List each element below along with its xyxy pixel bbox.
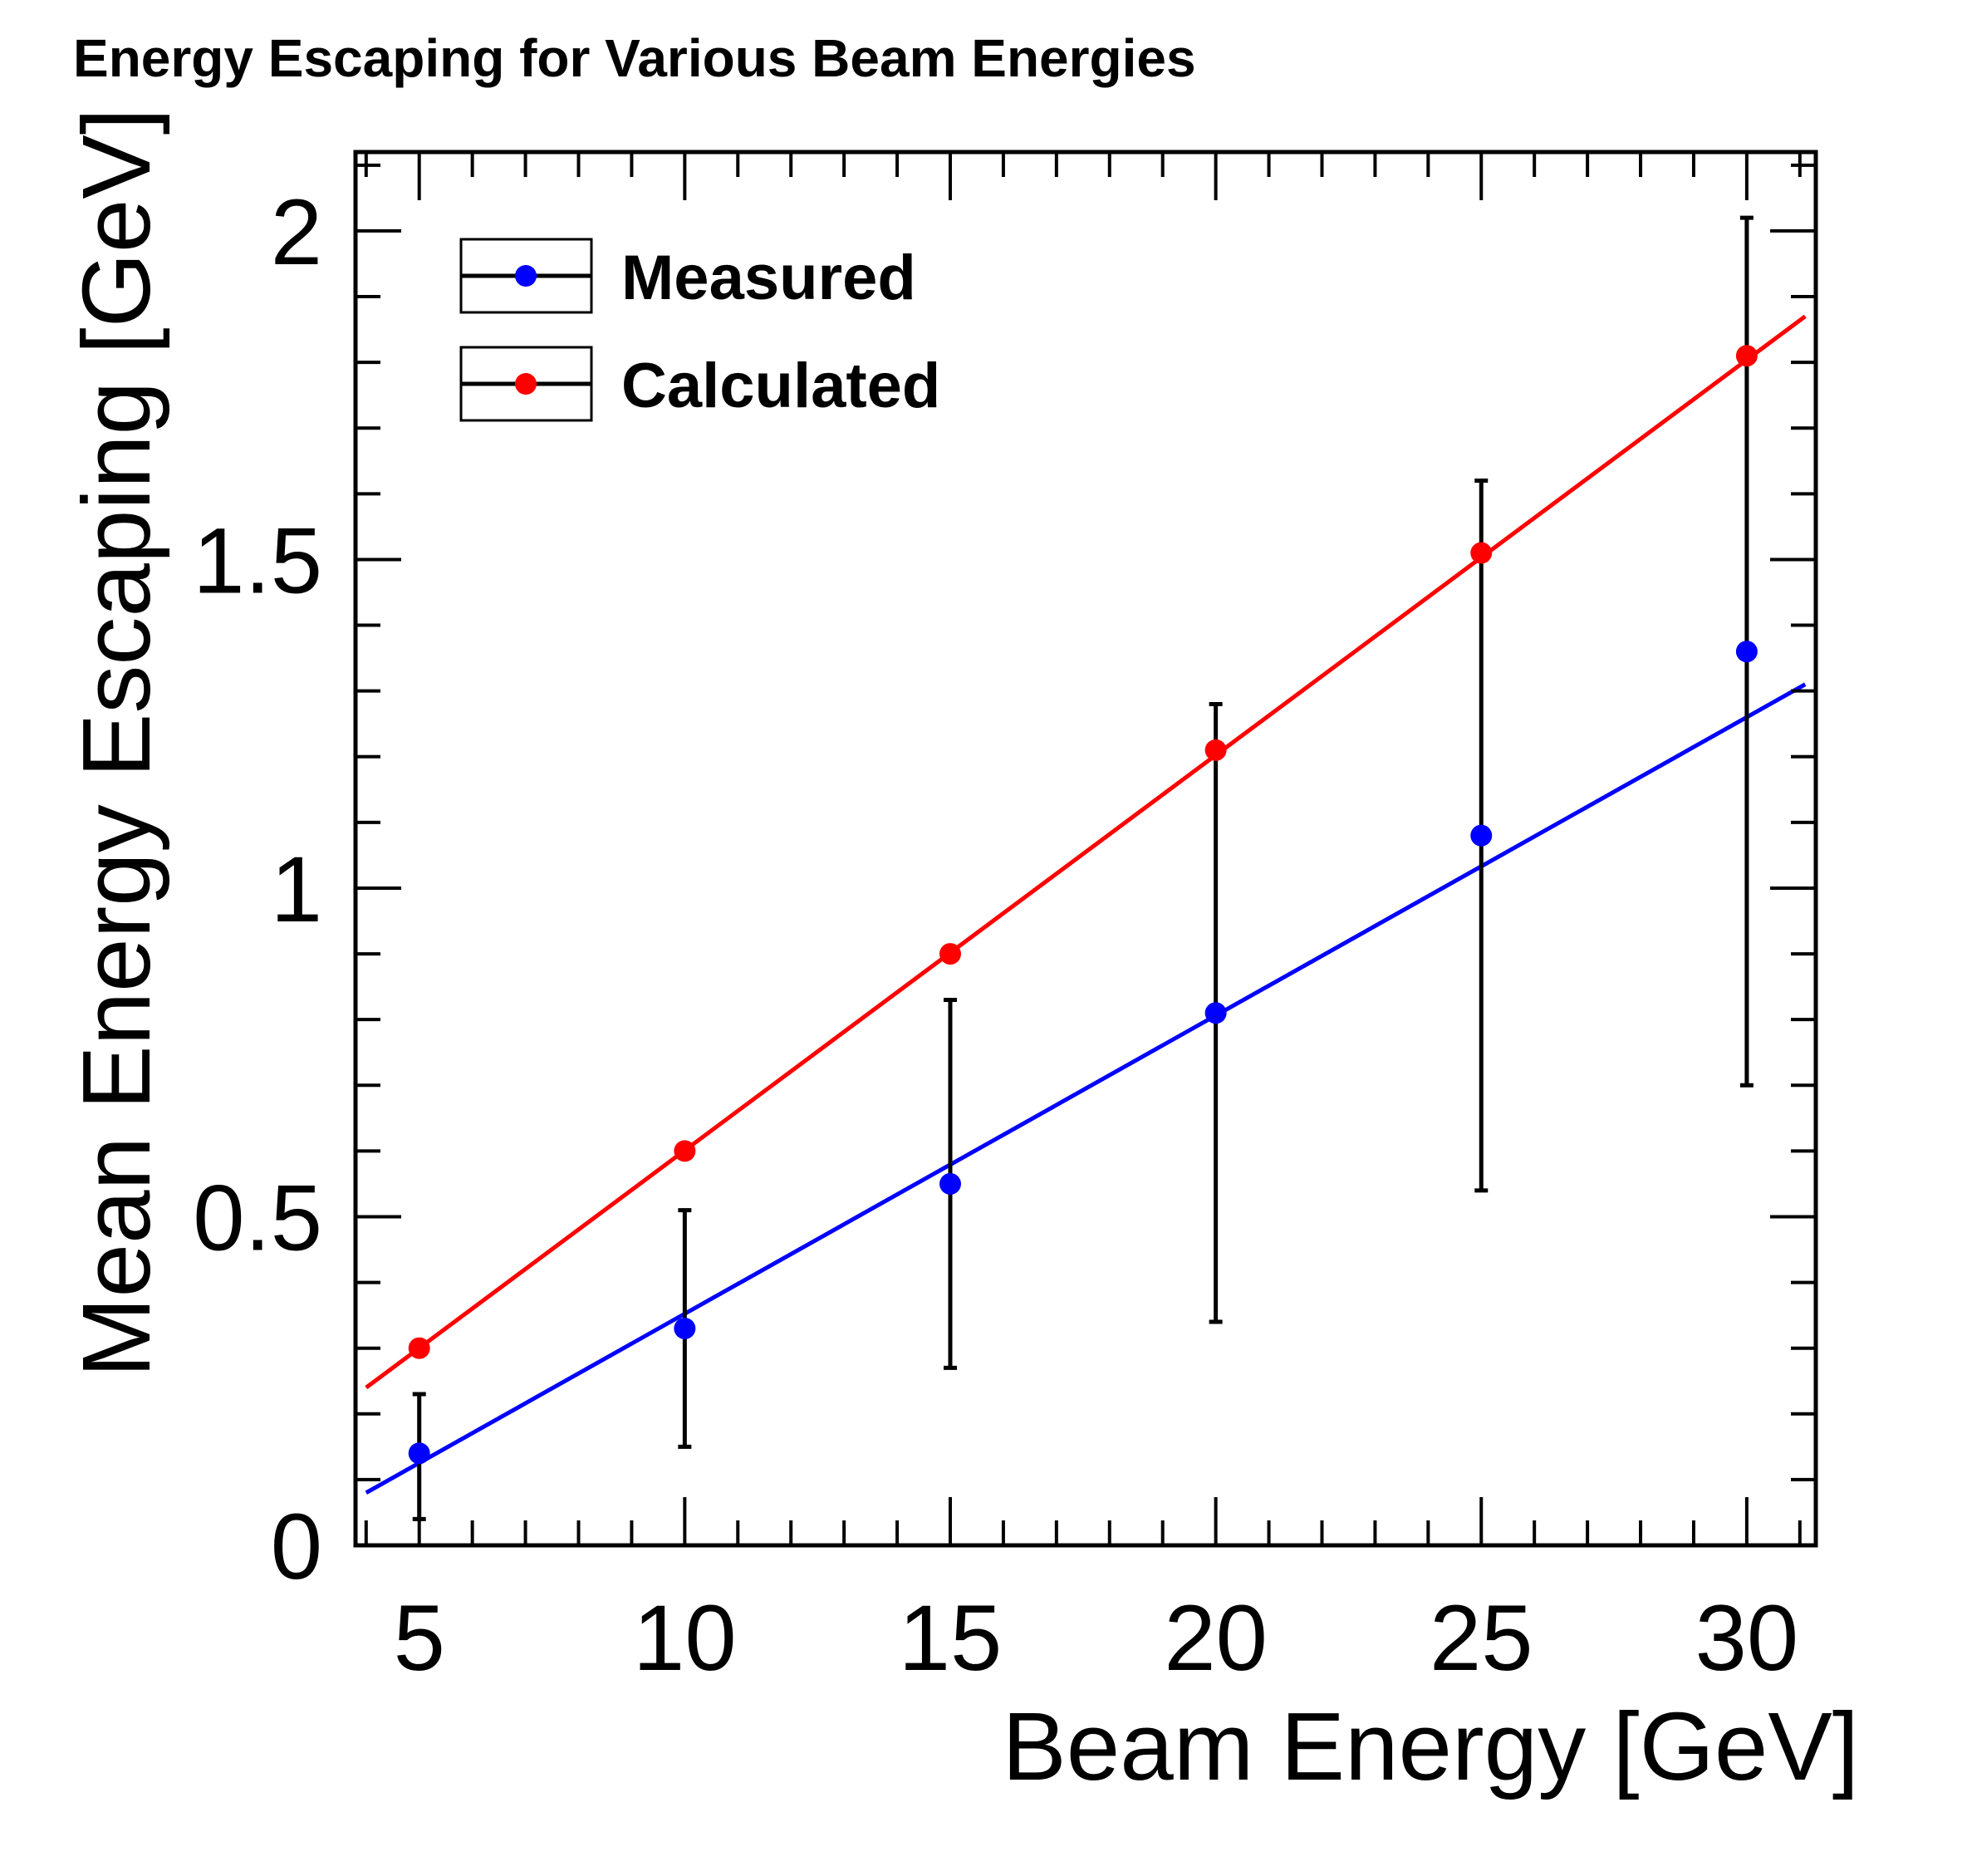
x-tick-label: 30 — [1695, 1586, 1799, 1690]
x-tick-label: 15 — [899, 1586, 1003, 1690]
measured-data-point — [674, 1317, 696, 1339]
legend: Measured Calculated — [459, 238, 940, 422]
x-tick-label: 10 — [633, 1586, 737, 1690]
calculated-data-point — [1470, 542, 1493, 564]
y-tick-label: 1.5 — [193, 508, 322, 612]
y-axis-title: Mean Energy Escaping [GeV] — [62, 108, 170, 1378]
x-axis-title: Beam Energy [GeV] — [1002, 1692, 1859, 1800]
calculated-data-point — [1204, 739, 1227, 761]
legend-label-calculated: Calculated — [621, 351, 940, 421]
calculated-data-point — [674, 1140, 696, 1162]
measured-data-point — [408, 1442, 430, 1465]
measured-data-point — [1204, 1002, 1227, 1024]
calculated-data-point — [1735, 345, 1758, 367]
y-tick-label: 2 — [271, 180, 322, 284]
plot-frame — [353, 150, 1818, 1548]
legend-marker-calculated — [515, 373, 537, 395]
x-tick-label: 5 — [394, 1586, 445, 1690]
measured-fit-line — [365, 682, 1807, 1495]
calculated-data-point — [939, 943, 961, 965]
calculated-data-point — [408, 1337, 430, 1359]
y-tick-label: 0 — [271, 1495, 322, 1599]
legend-label-measured: Measured — [621, 243, 916, 313]
x-tick-label: 20 — [1164, 1586, 1268, 1690]
fit-lines — [365, 314, 1807, 1495]
x-tick-label: 25 — [1430, 1586, 1533, 1690]
legend-marker-measured — [515, 265, 537, 287]
data-points — [408, 345, 1758, 1465]
measured-data-point — [1470, 824, 1493, 847]
chart-title: Energy Escaping for Various Beam Energie… — [73, 28, 1196, 88]
calculated-fit-line — [365, 314, 1807, 1390]
y-tick-label: 0.5 — [193, 1166, 322, 1269]
axis-tick-labels: 5 10 15 20 25 30 0 0.5 1 1.5 2 — [193, 180, 1798, 1690]
y-tick-label: 1 — [271, 837, 322, 941]
error-bars — [412, 215, 1754, 1521]
measured-data-point — [1735, 641, 1758, 663]
measured-data-point — [939, 1172, 961, 1195]
